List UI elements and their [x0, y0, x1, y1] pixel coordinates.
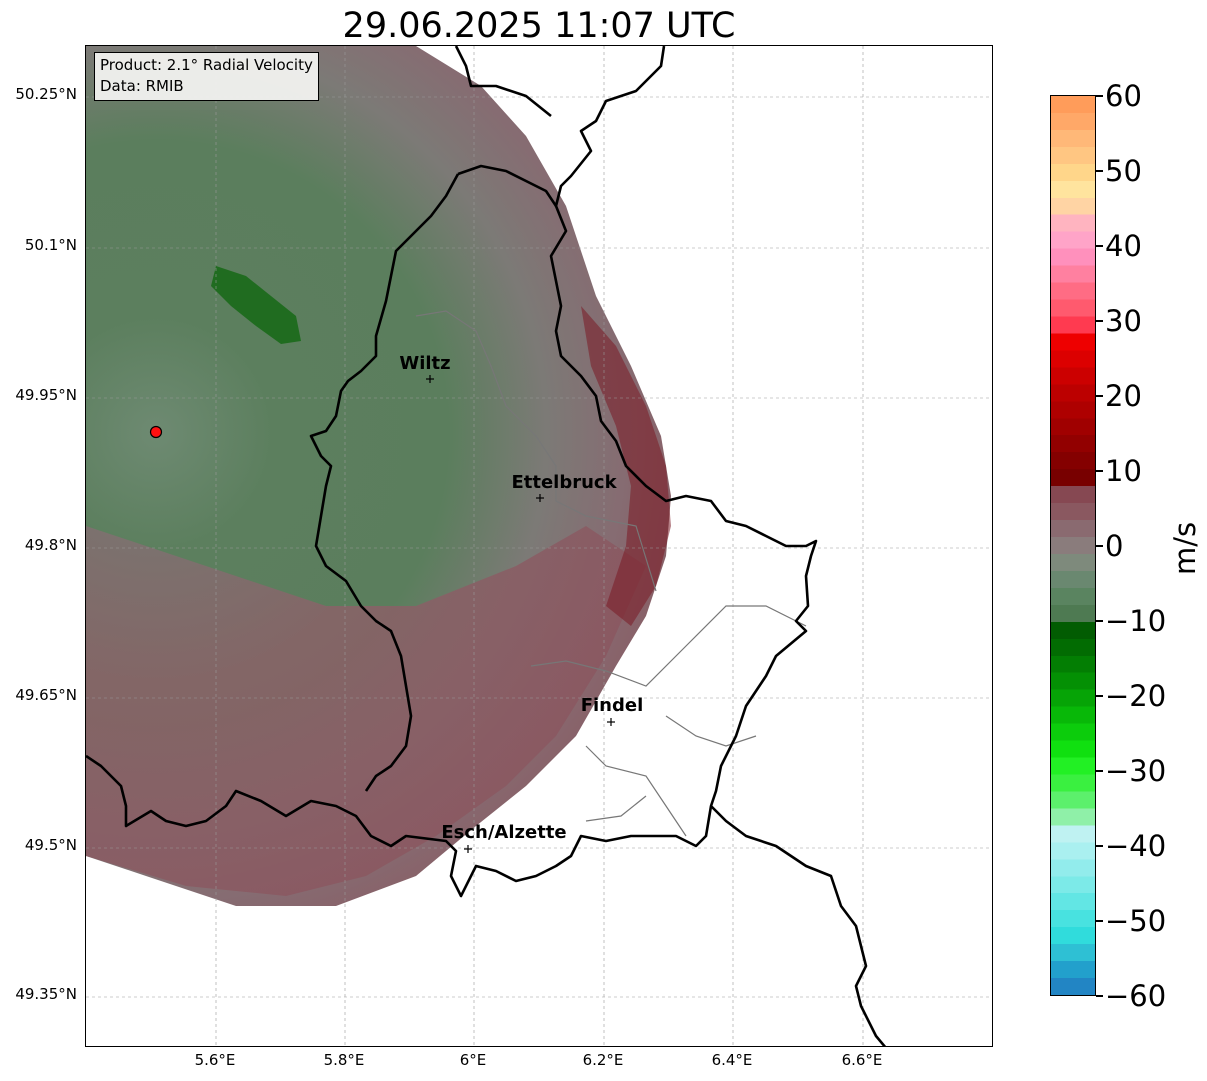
product-info-box: Product: 2.1° Radial Velocity Data: RMIB: [94, 52, 319, 101]
colorbar-tick: −60: [1095, 979, 1167, 1013]
lat-tick: 49.8°N: [24, 536, 77, 554]
lon-tick: 6.4°E: [711, 1051, 753, 1069]
colorbar-unit-label: m/s: [1168, 521, 1202, 575]
lat-tick: 49.35°N: [15, 985, 77, 1003]
city-label-esch-alzette: Esch/Alzette: [441, 822, 566, 843]
city-label-wiltz: Wiltz: [399, 353, 450, 374]
canton-borders: [415, 310, 807, 837]
lat-tick: 49.65°N: [15, 686, 77, 704]
lat-tick: 50.1°N: [24, 236, 77, 254]
radar-echo-south: [86, 526, 646, 896]
lon-tick: 6°E: [459, 1051, 487, 1069]
colorbar-tick: 60: [1096, 79, 1142, 113]
colorbar-tick: −50: [1095, 904, 1167, 938]
radar-map[interactable]: Wiltz Ettelbruck Findel Esch/Alzette: [85, 45, 993, 1047]
colorbar-tick: −30: [1095, 754, 1167, 788]
lon-tick: 6.2°E: [582, 1051, 624, 1069]
velocity-colorbar: [1050, 95, 1096, 996]
colorbar-tick: 10: [1096, 454, 1142, 488]
colorbar-tick: −20: [1095, 679, 1167, 713]
colorbar-tick: 20: [1096, 379, 1142, 413]
city-label-ettelbruck: Ettelbruck: [511, 472, 617, 493]
lat-tick: 50.25°N: [15, 85, 77, 103]
lon-tick: 5.6°E: [194, 1051, 236, 1069]
product-text: Product: 2.1° Radial Velocity: [100, 56, 313, 74]
lat-tick: 49.5°N: [24, 836, 77, 854]
data-source-text: Data: RMIB: [100, 77, 184, 95]
colorbar-tick: −40: [1095, 829, 1167, 863]
national-borders: [86, 46, 887, 1046]
colorbar-tick: 0: [1095, 529, 1124, 563]
colorbar-tick: 30: [1096, 304, 1142, 338]
city-crosshairs: [426, 375, 615, 853]
map-title: 29.06.2025 11:07 UTC: [342, 6, 736, 46]
lon-tick: 5.8°E: [323, 1051, 365, 1069]
radar-echo-cluster: [211, 266, 301, 344]
colorbar-tick: 50: [1096, 154, 1142, 188]
colorbar-tick: −10: [1095, 604, 1167, 638]
radar-map-canvas: Wiltz Ettelbruck Findel Esch/Alzette: [86, 46, 992, 1046]
lat-tick: 49.95°N: [15, 386, 77, 404]
city-label-findel: Findel: [581, 695, 644, 716]
colorbar-label-wrap: m/s: [1168, 522, 1202, 635]
colorbar-tick: 40: [1096, 229, 1142, 263]
radar-site-marker[interactable]: [149, 425, 163, 439]
lon-tick: 6.6°E: [841, 1051, 883, 1069]
